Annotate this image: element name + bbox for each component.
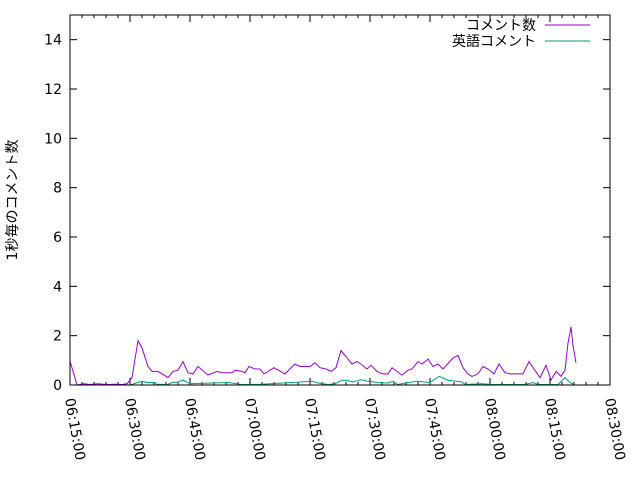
y-tick-label: 0 (53, 378, 62, 394)
x-tick-label: 07:15:00 (301, 397, 328, 462)
y-tick-label: 14 (44, 33, 62, 49)
y-tick-label: 12 (44, 82, 62, 98)
x-tick-label: 08:00:00 (481, 397, 508, 462)
axes: 0 2 4 6 8 10 12 14 06:15:00 06:30:00 06:45:00 07:00… (44, 15, 628, 462)
x-tick-label: 07:45:00 (421, 397, 448, 462)
series-line-1 (129, 375, 575, 386)
x-tick-label: 08:30:00 (601, 397, 628, 462)
legend-label: 英語コメント (452, 33, 536, 50)
y-tick-label: 2 (53, 329, 62, 345)
y-tick-label: 8 (53, 181, 62, 197)
series-line-0 (69, 326, 577, 386)
x-tick-label: 06:15:00 (61, 397, 88, 462)
y-tick-label: 10 (44, 131, 62, 147)
series-layer (69, 326, 577, 386)
x-tick-label: 06:45:00 (181, 397, 208, 462)
x-tick-label: 08:15:00 (541, 397, 568, 462)
y-tick-label: 4 (53, 279, 62, 295)
y-tick-label: 6 (53, 230, 62, 246)
x-tick-label: 07:30:00 (361, 397, 388, 462)
plot-frame (69, 14, 611, 386)
legend-label: コメント数 (466, 18, 536, 34)
x-tick-label: 07:00:00 (241, 397, 268, 462)
x-tick-label: 06:30:00 (121, 397, 148, 462)
y-axis-label: 1秒毎のコメント数 (5, 140, 21, 261)
